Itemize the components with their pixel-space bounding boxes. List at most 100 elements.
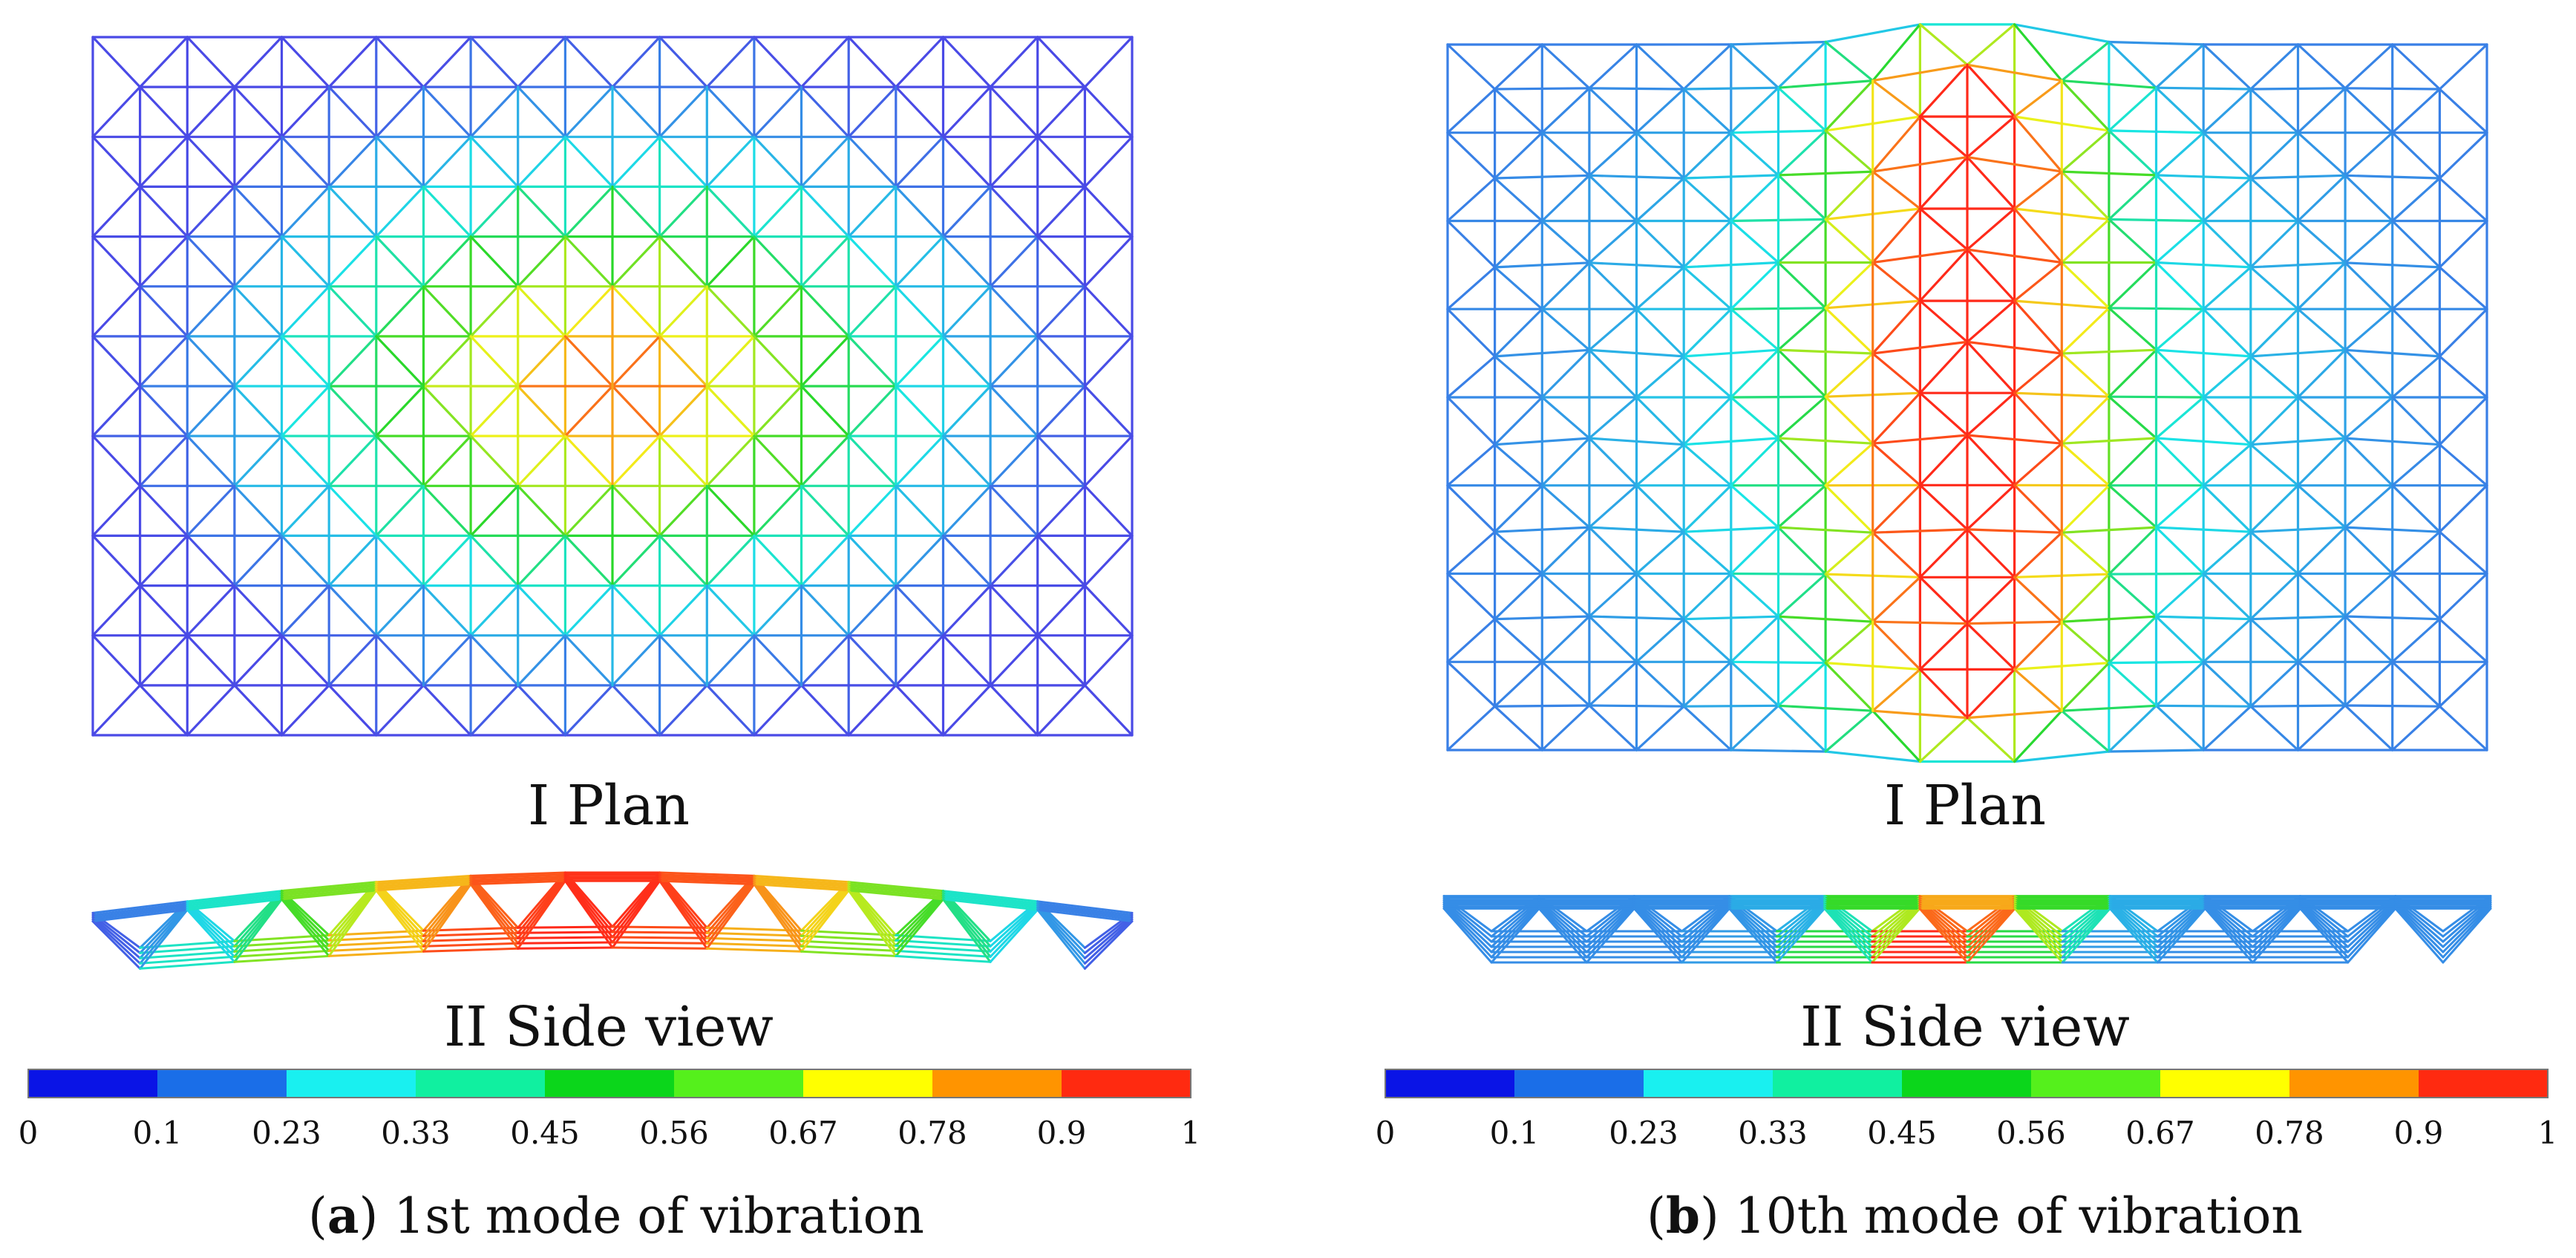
side-web-member <box>281 898 330 957</box>
plan-diagonal-member <box>139 235 189 288</box>
side-top-chord <box>91 900 189 914</box>
side-web-member <box>517 877 566 945</box>
side-web-member <box>942 898 992 963</box>
plan-diagonal-member <box>517 285 567 338</box>
side-web-member <box>422 881 472 948</box>
plan-diagonal-member <box>2296 219 2347 264</box>
plan-diagonal-member <box>2108 615 2158 665</box>
side-web-member <box>233 893 283 953</box>
plan-diagonal-member <box>422 235 472 288</box>
plan-diagonal-member <box>563 584 614 637</box>
side-web-member <box>2156 901 2206 948</box>
plan-diagonal-member <box>1083 584 1134 637</box>
plan-diagonal-member <box>563 484 614 538</box>
plan-diagonal-member <box>1493 660 1543 708</box>
side-top-chord <box>847 889 944 901</box>
plan-diagonal-member <box>658 534 708 587</box>
colorbar-tick-label: 0.45 <box>1867 1115 1937 1151</box>
plan-diagonal-member <box>941 235 992 288</box>
plan-diagonal-member <box>753 135 803 188</box>
plan-diagonal-member <box>1588 526 1638 576</box>
plan-lower-chord <box>1871 620 1969 625</box>
plan-lower-chord <box>1871 63 1969 82</box>
colorbar-tick-label: 0.9 <box>1037 1115 1087 1151</box>
plan-diagonal-member <box>2344 307 2394 351</box>
plan-diagonal-member <box>2154 437 2205 487</box>
plan-diagonal-member <box>895 135 945 188</box>
plan-diagonal-member <box>1966 63 2016 118</box>
side-web-member <box>1442 901 1493 948</box>
plan-diagonal-member <box>2013 531 2063 579</box>
plan-diagonal-member <box>186 484 236 538</box>
plan-diagonal-member <box>2108 437 2158 487</box>
side-bottom-chord <box>517 931 614 934</box>
plan-diagonal-member <box>469 634 520 687</box>
side-web-member <box>1537 901 1588 948</box>
panel-caption: (a) 1st mode of vibration <box>308 1187 924 1245</box>
plan-diagonal-member <box>186 185 236 238</box>
plan-diagonal-member <box>375 534 425 587</box>
plan-diagonal-member <box>139 36 189 88</box>
plan-lower-chord <box>2249 526 2347 533</box>
side-bottom-chord <box>327 945 425 952</box>
side-web-member <box>1490 905 1540 959</box>
plan-diagonal-member <box>753 484 803 538</box>
plan-diagonal-member <box>705 135 756 188</box>
plan-diagonal-member <box>1730 396 1780 440</box>
side-bottom-chord <box>611 936 708 939</box>
plan-diagonal-member <box>2154 615 2205 663</box>
plan-diagonal-member <box>2344 704 2394 752</box>
plan-lower-chord <box>1493 87 1591 91</box>
colorbar-tick-label: 0.1 <box>1490 1115 1540 1151</box>
plan-diagonal-member <box>1083 285 1134 338</box>
plan-diagonal-member <box>91 634 142 687</box>
plan-diagonal-member <box>1635 355 1685 399</box>
plan-diagonal-member <box>327 85 378 138</box>
plan-diagonal-member <box>2202 530 2252 576</box>
plan-diagonal-member <box>1493 396 1543 446</box>
side-web-member <box>2204 903 2254 954</box>
colorbar-segment <box>1902 1069 2032 1098</box>
side-web-member <box>2394 903 2445 954</box>
side-top-chord <box>281 887 378 899</box>
plan-diagonal-member <box>1966 483 2016 531</box>
plan-diagonal-member <box>139 85 189 138</box>
plan-diagonal-member <box>2438 131 2488 180</box>
plan-lower-chord <box>2060 704 2158 712</box>
side-web-member <box>1776 901 1826 948</box>
side-web-member <box>2061 903 2111 954</box>
side-web-member <box>1632 907 1683 964</box>
plan-lower-chord <box>2060 437 2158 445</box>
plan-diagonal-member <box>91 185 142 238</box>
plan-diagonal-member <box>2344 219 2394 264</box>
plan-diagonal-member <box>1036 584 1087 637</box>
plan-diagonal-member <box>2391 177 2441 223</box>
plan-diagonal-member <box>517 385 567 437</box>
side-bottom-chord <box>139 950 236 959</box>
plan-diagonal-member <box>705 484 756 538</box>
plan-diagonal-member <box>989 335 1039 388</box>
plan-diagonal-member <box>941 285 992 338</box>
side-top-chord <box>753 881 850 890</box>
plan-diagonal-member <box>375 335 425 388</box>
plan-diagonal-member <box>1682 530 1733 576</box>
side-top-chord <box>469 873 566 879</box>
plan-lower-chord <box>1682 526 1780 533</box>
plan-diagonal-member <box>280 135 330 188</box>
plan-diagonal-member <box>1730 131 1780 177</box>
plan-diagonal-member <box>186 385 236 437</box>
plan-diagonal-member <box>1871 620 1921 671</box>
plan-lower-chord <box>1966 63 2063 82</box>
plan-diagonal-member <box>233 584 284 637</box>
plan-diagonal-member <box>2438 484 2488 533</box>
plan-diagonal-member <box>1730 615 1780 663</box>
side-web-member <box>611 873 661 933</box>
plan-diagonal-member <box>1776 704 1827 753</box>
plan-diagonal-member <box>1966 716 2016 763</box>
plan-diagonal-member <box>1588 484 1638 529</box>
plan-diagonal-member <box>895 36 945 88</box>
plan-diagonal-member <box>1446 219 1497 269</box>
plan-diagonal-member <box>847 634 898 687</box>
side-bottom-chord <box>611 941 708 945</box>
plan-diagonal-member <box>895 684 945 737</box>
